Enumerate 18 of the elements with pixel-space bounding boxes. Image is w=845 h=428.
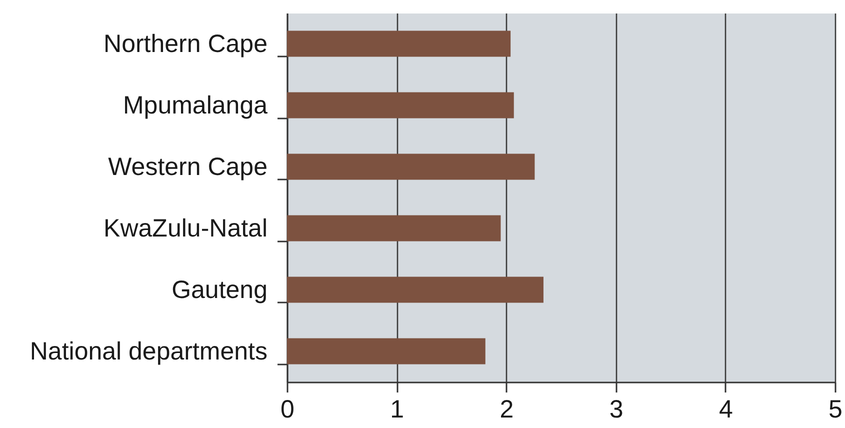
y-tick-label: Northern Cape — [104, 30, 268, 58]
y-tick-label: Gauteng — [172, 276, 268, 304]
x-tick-label: 0 — [280, 396, 294, 424]
bar — [287, 276, 544, 303]
x-tick-label: 5 — [828, 396, 842, 424]
x-tick-label: 4 — [718, 396, 733, 424]
x-tick-label: 2 — [500, 396, 514, 424]
bar — [287, 92, 514, 118]
bar — [287, 154, 535, 180]
y-tick-label: National departments — [30, 337, 268, 366]
bar — [287, 215, 501, 242]
x-tick-label: 3 — [609, 396, 624, 424]
y-tick-label: KwaZulu-Natal — [104, 214, 268, 242]
x-tick-label: 1 — [390, 396, 404, 424]
y-tick-label: Western Cape — [108, 152, 268, 181]
y-tick-label: Mpumalanga — [122, 91, 268, 120]
bar — [287, 30, 511, 57]
bar — [287, 338, 486, 364]
